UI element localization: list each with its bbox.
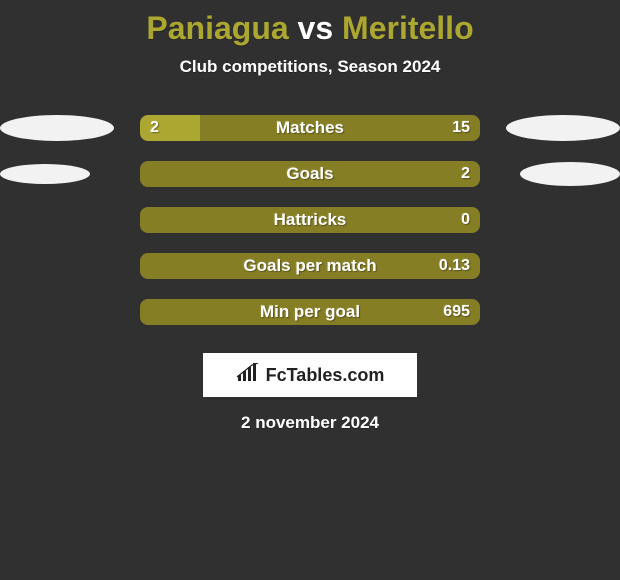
stat-value-right: 0: [461, 211, 470, 229]
stat-label: Goals per match: [243, 256, 376, 276]
stat-row: Goals 2: [0, 151, 620, 197]
player-a-name: Paniagua: [146, 10, 288, 46]
player-a-badge: [0, 164, 90, 184]
stat-label: Min per goal: [260, 302, 360, 322]
stat-value-right: 15: [452, 119, 470, 137]
player-b-name: Meritello: [342, 10, 474, 46]
stat-bar: Goals per match 0.13: [140, 253, 480, 279]
stat-value-right: 0.13: [439, 257, 470, 275]
vs-separator: vs: [298, 10, 334, 46]
stat-label: Matches: [276, 118, 344, 138]
stat-bar: Matches 2 15: [140, 115, 480, 141]
stat-value-right: 695: [443, 303, 470, 321]
stats-rows: Matches 2 15 Goals 2 Hattricks 0 Goals per matc…: [0, 105, 620, 335]
subtitle: Club competitions, Season 2024: [0, 57, 620, 77]
logo-box: FcTables.com: [203, 353, 417, 397]
bar-chart-icon: [236, 363, 260, 388]
bar-left-segment: [140, 115, 200, 141]
player-b-badge: [506, 115, 620, 141]
stat-value-right: 2: [461, 165, 470, 183]
player-b-badge: [520, 162, 620, 186]
date-text: 2 november 2024: [0, 413, 620, 433]
stat-row: Hattricks 0: [0, 197, 620, 243]
stat-row: Matches 2 15: [0, 105, 620, 151]
stat-row: Goals per match 0.13: [0, 243, 620, 289]
stat-bar: Hattricks 0: [140, 207, 480, 233]
stat-label: Hattricks: [274, 210, 347, 230]
logo-text: FcTables.com: [266, 365, 385, 386]
stat-bar: Min per goal 695: [140, 299, 480, 325]
player-a-badge: [0, 115, 114, 141]
comparison-title: Paniagua vs Meritello: [0, 0, 620, 47]
stat-bar: Goals 2: [140, 161, 480, 187]
stat-value-left: 2: [150, 119, 159, 137]
stat-row: Min per goal 695: [0, 289, 620, 335]
stat-label: Goals: [286, 164, 333, 184]
